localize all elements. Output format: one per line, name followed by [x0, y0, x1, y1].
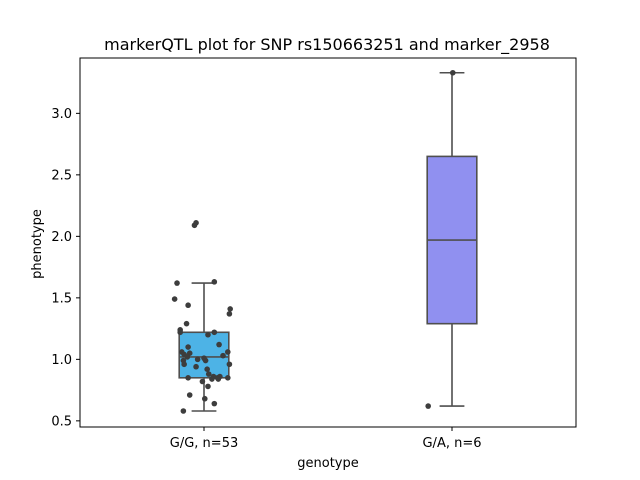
y-axis-label: phenotype [30, 209, 45, 279]
data-point [193, 363, 199, 370]
data-point [201, 395, 208, 402]
data-point [185, 375, 191, 381]
data-point [425, 403, 431, 409]
data-point [185, 302, 191, 309]
data-point [205, 371, 212, 377]
data-point [211, 329, 218, 336]
data-point [185, 344, 191, 350]
data-point [216, 341, 222, 348]
data-point [205, 331, 211, 338]
x-tick-label: G/A, n=6 [422, 436, 481, 451]
y-tick-label: 1.5 [51, 291, 72, 306]
data-point [186, 392, 193, 398]
y-axis-ticks: 0.5 1.0 1.5 2.0 2.5 3.0 [51, 107, 80, 429]
y-tick-label: 0.5 [51, 414, 72, 429]
data-point [227, 306, 233, 312]
chart-title: markerQTL plot for SNP rs150663251 and m… [104, 35, 550, 55]
data-point [209, 376, 215, 382]
x-axis-ticks: G/G, n=53 G/A, n=6 [170, 427, 482, 451]
data-point [205, 383, 211, 390]
data-point [199, 378, 206, 385]
y-tick-label: 1.0 [51, 353, 72, 368]
data-point [215, 376, 222, 382]
data-point [184, 354, 191, 360]
y-tick-label: 2.5 [51, 168, 72, 183]
data-point [181, 361, 187, 368]
strip-points [171, 69, 456, 414]
data-point [204, 366, 210, 372]
data-point [225, 375, 231, 381]
x-axis-label: genotype [297, 456, 358, 471]
data-point [171, 296, 178, 302]
data-point [194, 356, 201, 363]
data-point [183, 320, 190, 327]
data-point [202, 357, 209, 364]
data-point [226, 311, 233, 317]
box-ga [426, 71, 478, 407]
plot-frame [79, 57, 577, 428]
data-point [211, 400, 218, 407]
y-tick-label: 2.0 [51, 230, 72, 245]
data-point [449, 69, 456, 76]
data-point [193, 220, 199, 226]
data-point [220, 352, 226, 359]
data-point [180, 408, 187, 414]
x-tick-label: G/G, n=53 [170, 436, 238, 451]
data-point [174, 280, 180, 286]
y-tick-label: 3.0 [51, 107, 72, 122]
data-point [211, 279, 218, 285]
box-series [178, 71, 478, 412]
data-point [226, 361, 233, 368]
data-point [225, 349, 231, 355]
data-point [177, 329, 183, 336]
